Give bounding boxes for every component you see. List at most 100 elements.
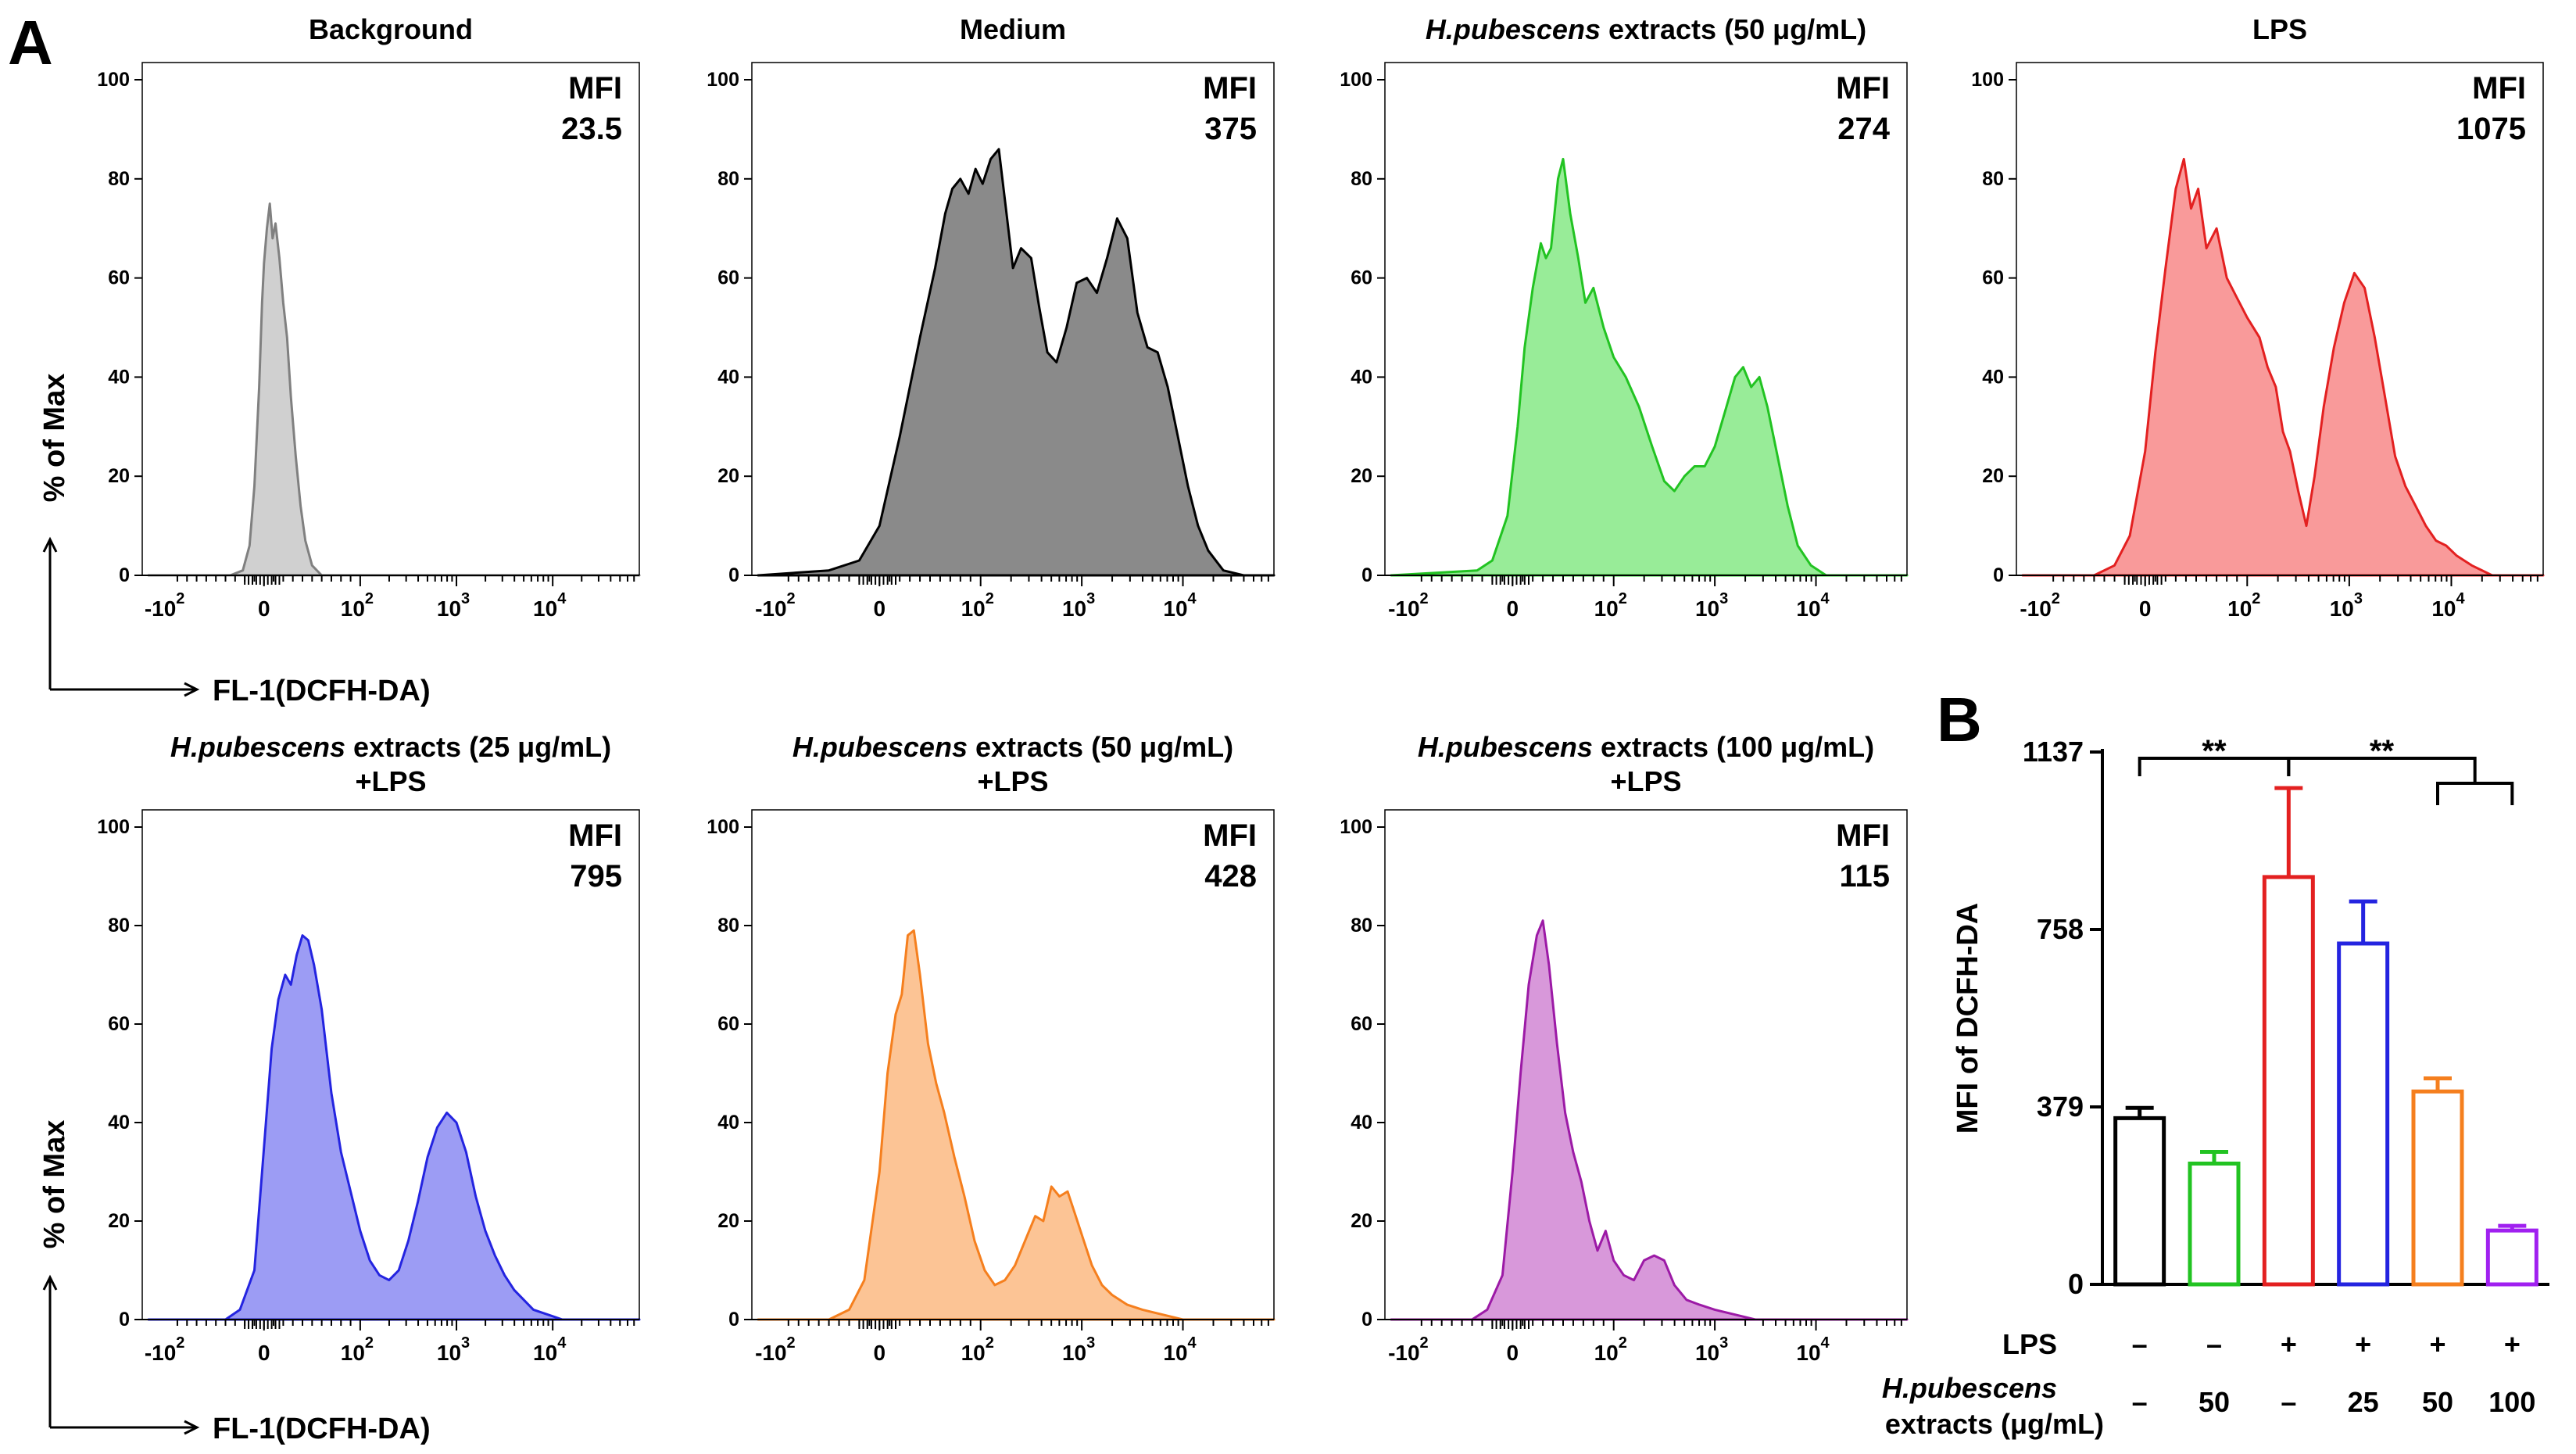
lps-cell: + xyxy=(2355,1328,2371,1360)
x-tick-base: 10 xyxy=(437,1341,461,1365)
y-axis-label-top: % of Max xyxy=(38,374,71,503)
x-tick-base: 10 xyxy=(533,596,557,621)
bar xyxy=(2188,1161,2241,1287)
extract-cell: 25 xyxy=(2348,1386,2379,1418)
mfi-label: MFI xyxy=(1203,71,1257,106)
histogram-title: H.pubescens extracts (50 μg/mL) xyxy=(1426,13,1866,45)
x-tick-base: 10 xyxy=(1695,1341,1719,1365)
significance-label-2: ** xyxy=(2370,734,2395,768)
significance-label-1: ** xyxy=(2202,734,2227,768)
x-tick-label: -102 xyxy=(1388,590,1429,621)
x-tick-base: 0 xyxy=(258,596,270,621)
mfi-value: 428 xyxy=(1204,859,1257,894)
lps-cell: + xyxy=(2281,1328,2297,1360)
extract-cell: – xyxy=(2281,1386,2296,1418)
x-tick-exponent: 2 xyxy=(176,590,184,607)
x-tick-label: 104 xyxy=(1163,1334,1197,1365)
title-italic: H.pubescens xyxy=(792,731,968,763)
bar-panel: 0 379 758 1137 MFI of DCFH-DA LPS H.pubescens e… xyxy=(1882,734,2549,1440)
bar xyxy=(2337,941,2390,1287)
extract-cell: 50 xyxy=(2422,1386,2453,1418)
x-tick-label: 104 xyxy=(533,1334,567,1365)
x-tick-label: -102 xyxy=(755,1334,796,1365)
x-tick-label: -102 xyxy=(1388,1334,1429,1365)
x-tick-base: 10 xyxy=(437,596,461,621)
y-tick-label: 40 xyxy=(717,366,739,388)
y-tick-label: 20 xyxy=(108,1210,130,1232)
x-tick-exponent: 4 xyxy=(1821,1334,1830,1352)
x-tick-label: 103 xyxy=(437,590,470,621)
y-tick-label: 100 xyxy=(97,816,130,838)
x-tick-label: 0 xyxy=(1507,1341,1519,1365)
title-italic: H.pubescens xyxy=(1418,731,1593,763)
x-tick-base: 10 xyxy=(533,1341,557,1365)
x-tick-exponent: 4 xyxy=(1188,590,1197,607)
mfi-label: MFI xyxy=(568,818,622,853)
bar-y-tick-label: 379 xyxy=(2037,1090,2084,1123)
bar xyxy=(2485,1228,2538,1287)
histogram-title: H.pubescens extracts (100 μg/mL) xyxy=(1418,731,1874,763)
x-tick-base: -10 xyxy=(145,1341,176,1365)
histogram-title-line2: +LPS xyxy=(977,765,1048,797)
panel-letter-b: B xyxy=(1937,685,1982,754)
y-tick-label: 0 xyxy=(1361,564,1372,586)
lps-row-label: LPS xyxy=(2002,1328,2057,1360)
histogram-title: LPS xyxy=(2252,13,2307,45)
axis-arrow-top xyxy=(42,536,200,697)
y-tick-label: 100 xyxy=(1971,69,2004,91)
x-tick-label: 103 xyxy=(2330,590,2363,621)
plot-frame xyxy=(751,62,1275,575)
x-tick-base: 10 xyxy=(1062,1341,1086,1365)
title-italic: H.pubescens xyxy=(1426,13,1601,45)
x-tick-label: 103 xyxy=(437,1334,470,1365)
histogram-5: H.pubescens extracts (25 μg/mL)+LPS02040… xyxy=(97,731,641,1365)
y-tick-label: 0 xyxy=(1361,1309,1372,1330)
x-tick-exponent: 3 xyxy=(461,590,470,607)
y-tick-label: 80 xyxy=(717,915,739,937)
x-tick-label: 104 xyxy=(533,590,567,621)
x-tick-base: 0 xyxy=(874,1341,886,1365)
mfi-value: 375 xyxy=(1204,112,1257,146)
x-tick-exponent: 4 xyxy=(557,1334,567,1352)
x-tick-base: 0 xyxy=(874,596,886,621)
x-tick-base: 0 xyxy=(258,1341,270,1365)
x-tick-exponent: 2 xyxy=(2052,590,2060,607)
y-tick-label: 40 xyxy=(1351,1112,1372,1133)
y-tick-label: 60 xyxy=(1351,1013,1372,1035)
x-tick-base: 10 xyxy=(1796,596,1820,621)
x-tick-label: 102 xyxy=(2227,590,2260,621)
y-tick-label: 80 xyxy=(108,168,130,190)
histogram-area xyxy=(757,148,1275,577)
histogram-area xyxy=(1390,919,1909,1321)
mfi-value: 1075 xyxy=(2456,112,2526,146)
histogram-area xyxy=(2021,157,2545,577)
x-tick-label: 0 xyxy=(258,1341,270,1365)
x-tick-base: -10 xyxy=(755,1341,786,1365)
mfi-label: MFI xyxy=(1836,71,1890,106)
x-tick-exponent: 2 xyxy=(1420,1334,1429,1352)
plot-frame xyxy=(141,62,640,575)
x-tick-base: 10 xyxy=(1163,1341,1187,1365)
y-tick-label: 0 xyxy=(119,564,130,586)
y-tick-label: 20 xyxy=(108,465,130,487)
y-tick-label: 100 xyxy=(97,69,130,91)
y-tick-label: 0 xyxy=(119,1309,130,1330)
x-tick-label: -102 xyxy=(145,1334,185,1365)
y-tick-label: 100 xyxy=(707,816,739,838)
y-tick-label: 40 xyxy=(1351,366,1372,388)
y-tick-label: 80 xyxy=(1351,915,1372,937)
y-tick-label: 0 xyxy=(1993,564,2004,586)
x-tick-base: 10 xyxy=(1695,596,1719,621)
y-tick-label: 60 xyxy=(1982,267,2004,289)
lps-cell: – xyxy=(2132,1328,2148,1360)
y-tick-label: 0 xyxy=(728,1309,739,1330)
y-tick-label: 100 xyxy=(1340,69,1372,91)
plot-frame xyxy=(1384,809,1908,1320)
bar-y-tick-label: 758 xyxy=(2037,913,2084,945)
bracket-2 xyxy=(2287,757,2477,783)
histogram-title-line2: +LPS xyxy=(355,765,426,797)
histogram-title: Background xyxy=(309,13,473,45)
plot-frame xyxy=(141,809,640,1320)
x-tick-label: 104 xyxy=(1163,590,1197,621)
